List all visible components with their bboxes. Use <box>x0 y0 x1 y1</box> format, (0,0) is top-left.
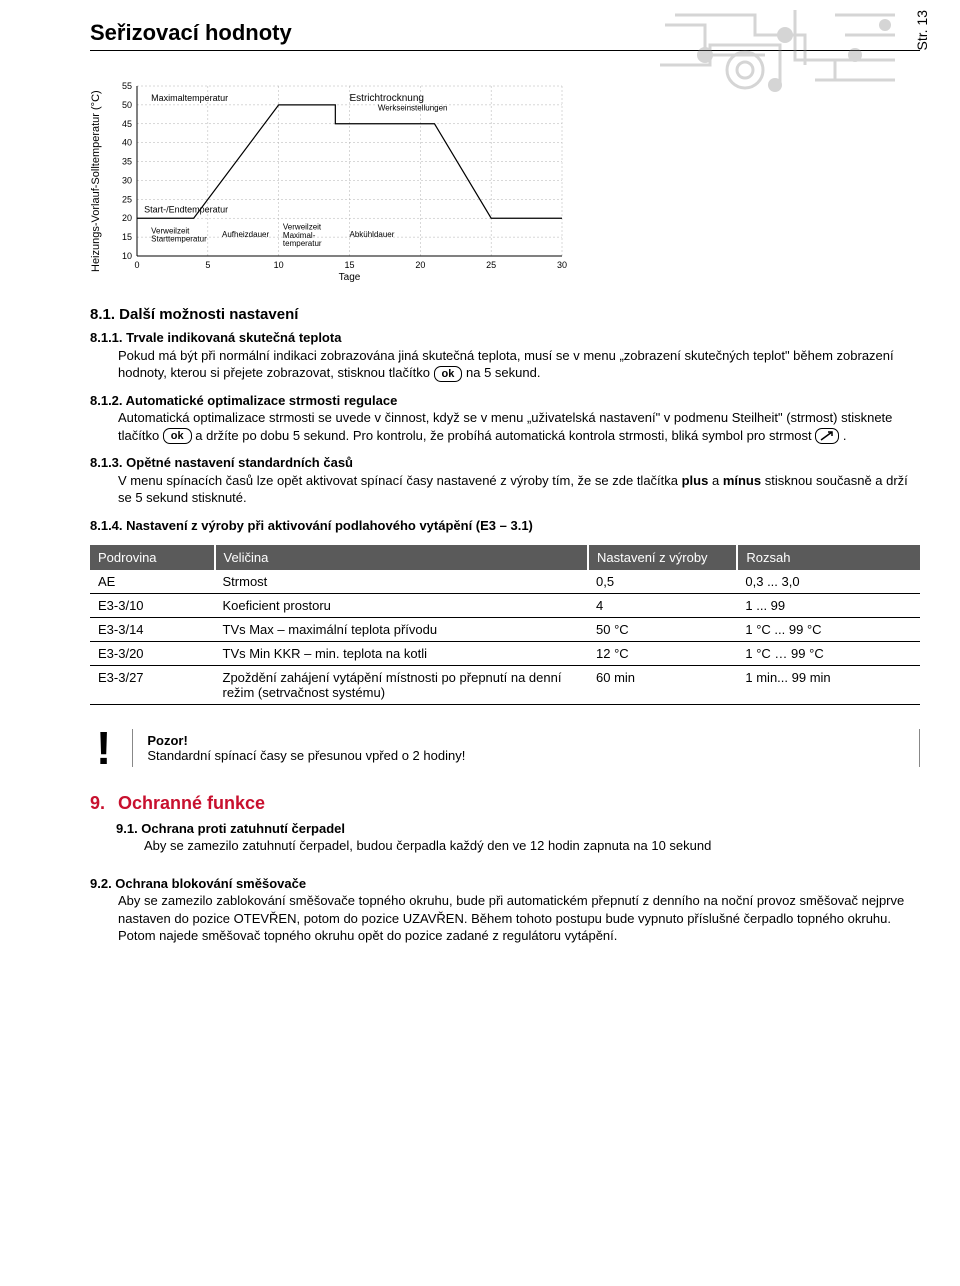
table-cell: E3-3/14 <box>90 617 215 641</box>
table-cell: 50 °C <box>588 617 737 641</box>
heading-8-1-1: 8.1.1. Trvale indikovaná skutečná teplot… <box>90 330 341 345</box>
svg-text:35: 35 <box>122 157 132 167</box>
exclamation-icon: ! <box>90 725 117 771</box>
warning-body: Standardní spínací časy se přesunou vpře… <box>147 748 905 763</box>
table-header: Rozsah <box>737 545 920 570</box>
pcb-decoration <box>655 5 905 95</box>
heading-9-2: 9.2. Ochrana blokování směšovače <box>90 876 306 891</box>
svg-text:20: 20 <box>122 213 132 223</box>
steilheit-icon <box>815 428 839 444</box>
svg-text:45: 45 <box>122 119 132 129</box>
svg-text:40: 40 <box>122 138 132 148</box>
table-header: Podrovina <box>90 545 215 570</box>
table-row: E3-3/14TVs Max – maximální teplota přívo… <box>90 617 920 641</box>
table-cell: 1 °C ... 99 °C <box>737 617 920 641</box>
settings-table: PodrovinaVeličinaNastavení z výrobyRozsa… <box>90 545 920 705</box>
svg-text:15: 15 <box>344 260 354 270</box>
table-cell: 0,5 <box>588 570 737 594</box>
table-cell: Koeficient prostoru <box>215 593 589 617</box>
page-number: Str. 13 <box>914 10 930 50</box>
chart-y-label: Heizungs-Vorlauf-Solltemperatur (°C) <box>90 76 102 286</box>
warning-title: Pozor! <box>147 733 905 748</box>
svg-text:Maximaltemperatur: Maximaltemperatur <box>151 93 228 103</box>
svg-text:15: 15 <box>122 232 132 242</box>
table-row: E3-3/27Zpoždění zahájení vytápění místno… <box>90 665 920 704</box>
svg-text:temperatur: temperatur <box>283 239 322 248</box>
text-91: Aby se zamezilo zatuhnutí čerpadel, budo… <box>144 837 920 855</box>
ok-button-icon: ok <box>434 366 463 382</box>
table-cell: Strmost <box>215 570 589 594</box>
svg-text:50: 50 <box>122 100 132 110</box>
svg-text:55: 55 <box>122 81 132 91</box>
ok-button-icon: ok <box>163 428 192 444</box>
svg-text:30: 30 <box>557 260 567 270</box>
text-813: V menu spínacích časů lze opět aktivovat… <box>118 473 908 506</box>
warning-box: ! Pozor! Standardní spínací časy se přes… <box>90 721 920 775</box>
svg-text:10: 10 <box>274 260 284 270</box>
page-title: Seřizovací hodnoty <box>90 20 292 46</box>
table-cell: 1 min... 99 min <box>737 665 920 704</box>
text-812c: . <box>843 428 847 443</box>
svg-text:Werkseinstellungen: Werkseinstellungen <box>378 104 448 113</box>
table-cell: E3-3/20 <box>90 641 215 665</box>
svg-text:5: 5 <box>205 260 210 270</box>
svg-text:Abkühldauer: Abkühldauer <box>350 230 395 239</box>
table-cell: AE <box>90 570 215 594</box>
heading-9-txt: Ochranné funkce <box>118 793 265 813</box>
heading-9: 9. Ochranné funkce <box>90 793 920 814</box>
svg-text:20: 20 <box>415 260 425 270</box>
svg-text:30: 30 <box>122 175 132 185</box>
svg-text:25: 25 <box>486 260 496 270</box>
text-811b: na 5 sekund. <box>466 365 540 380</box>
table-cell: TVs Max – maximální teplota přívodu <box>215 617 589 641</box>
svg-text:Estrichtrocknung: Estrichtrocknung <box>350 93 424 104</box>
svg-text:0: 0 <box>134 260 139 270</box>
table-cell: E3-3/27 <box>90 665 215 704</box>
svg-text:10: 10 <box>122 251 132 261</box>
table-row: E3-3/10Koeficient prostoru41 ... 99 <box>90 593 920 617</box>
svg-text:Start-/Endtemperatur: Start-/Endtemperatur <box>144 205 228 215</box>
heading-9-1: 9.1. Ochrana proti zatuhnutí čerpadel <box>116 821 345 836</box>
heating-curve-chart: Heizungs-Vorlauf-Solltemperatur (°C) 10 1… <box>90 76 920 286</box>
text-812b: a držíte po dobu 5 sekund. Pro kontrolu,… <box>195 428 815 443</box>
table-row: AEStrmost0,50,3 ... 3,0 <box>90 570 920 594</box>
table-row: E3-3/20TVs Min KKR – min. teplota na kot… <box>90 641 920 665</box>
table-cell: TVs Min KKR – min. teplota na kotli <box>215 641 589 665</box>
table-header: Nastavení z výroby <box>588 545 737 570</box>
table-cell: Zpoždění zahájení vytápění místnosti po … <box>215 665 589 704</box>
table-cell: 0,3 ... 3,0 <box>737 570 920 594</box>
svg-text:25: 25 <box>122 194 132 204</box>
heading-8-1-4: 8.1.4. Nastavení z výroby při aktivování… <box>90 518 533 533</box>
text-92: Aby se zamezilo zablokování směšovače to… <box>118 892 920 945</box>
table-cell: 4 <box>588 593 737 617</box>
heading-8-1-3: 8.1.3. Opětné nastavení standardních čas… <box>90 455 353 470</box>
table-cell: 1 ... 99 <box>737 593 920 617</box>
table-cell: 1 °C … 99 °C <box>737 641 920 665</box>
svg-text:Aufheizdauer: Aufheizdauer <box>222 230 269 239</box>
table-header: Veličina <box>215 545 589 570</box>
table-cell: 60 min <box>588 665 737 704</box>
table-cell: E3-3/10 <box>90 593 215 617</box>
table-cell: 12 °C <box>588 641 737 665</box>
svg-text:Tage: Tage <box>339 272 361 283</box>
heading-8-1: 8.1. Další možnosti nastavení <box>90 306 920 323</box>
svg-text:Starttemperatur: Starttemperatur <box>151 235 207 244</box>
heading-8-1-2: 8.1.2. Automatické optimalizace strmosti… <box>90 393 397 408</box>
heading-9-num: 9. <box>90 793 105 813</box>
